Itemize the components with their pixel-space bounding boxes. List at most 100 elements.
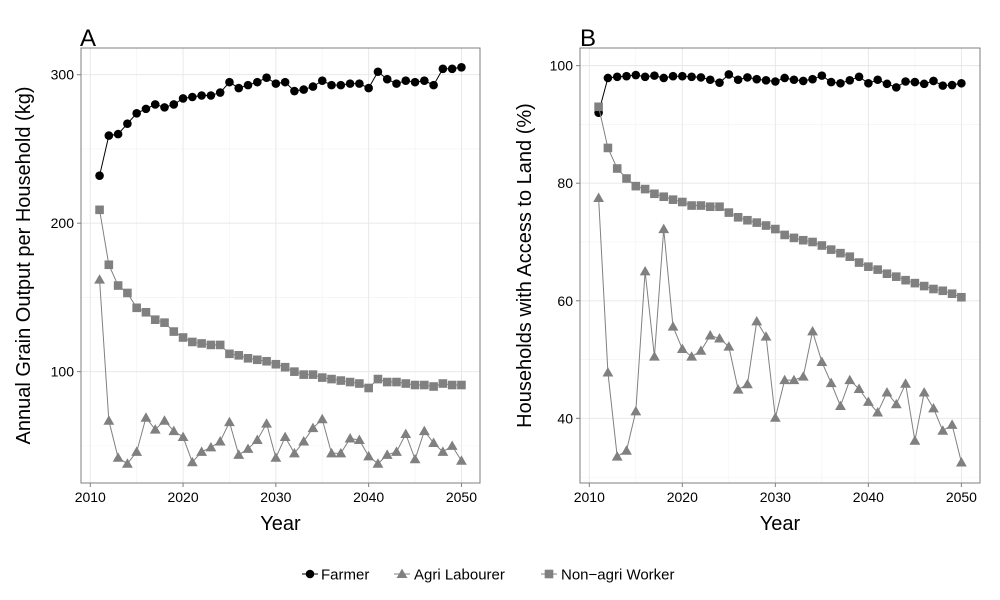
data-point-agri-labourer [918,387,930,397]
data-point-farmer [206,91,216,100]
x-axis-title: Year [260,513,301,535]
data-point-non-agri-worker [317,373,327,382]
data-point-farmer [141,104,151,114]
data-point-agri-labourer [723,341,735,351]
data-point-agri-labourer [298,436,310,446]
data-point-farmer [132,109,141,118]
data-point-non-agri-worker [132,303,141,313]
data-point-agri-labourer [140,412,152,422]
data-point-non-agri-worker [429,382,438,391]
data-point-non-agri-worker [901,275,910,285]
data-point-agri-labourer [446,440,458,450]
data-point-farmer [798,76,808,86]
data-point-agri-labourer [900,378,911,388]
data-point-agri-labourer [862,396,874,406]
data-point-non-agri-worker [373,374,383,384]
data-point-farmer [225,77,234,87]
data-point-farmer [864,78,873,88]
x-tick-label: 2050 [446,489,477,505]
data-point-non-agri-worker [836,248,845,258]
data-point-non-agri-worker [392,377,401,387]
data-point-non-agri-worker [382,377,392,387]
data-point-agri-labourer [639,265,651,276]
data-point-non-agri-worker [188,337,197,347]
data-point-non-agri-worker [733,212,743,222]
y-axis-title: Annual Grain Output per Household (kg) [13,87,35,445]
legend: Farmer Agri Labourer Non−agri Worker [302,567,675,584]
series-line-non-agri-worker [99,209,462,389]
data-point-agri-labourer [714,332,725,343]
data-point-farmer [317,76,327,85]
data-point-agri-labourer [955,457,967,467]
panel-b: 2010 2020 2030 2040 2050 40 60 80 100 Year Househo… [514,25,981,535]
data-point-agri-labourer [326,447,337,458]
data-point-non-agri-worker [780,230,789,240]
data-point-agri-labourer [177,431,189,442]
data-point-agri-labourer [593,192,605,202]
data-point-non-agri-worker [95,205,104,215]
data-point-non-agri-worker [947,289,957,299]
data-point-agri-labourer [94,274,105,284]
data-point-agri-labourer [270,452,282,462]
data-point-agri-labourer [844,374,856,385]
data-point-non-agri-worker [919,281,929,291]
data-point-agri-labourer [751,315,763,326]
x-tick-label: 2030 [760,489,791,505]
data-point-farmer [123,119,132,129]
data-point-agri-labourer [779,374,791,385]
data-point-farmer [687,72,696,82]
data-point-agri-labourer [363,450,375,461]
data-point-non-agri-worker [910,278,920,288]
data-point-farmer [947,80,957,90]
data-point-non-agri-worker [271,359,281,369]
data-point-farmer [919,79,929,89]
data-point-agri-labourer [456,455,467,465]
data-point-farmer [327,80,336,90]
data-point-agri-labourer [676,343,688,354]
data-point-agri-labourer [621,445,632,455]
data-point-non-agri-worker [355,379,364,388]
data-point-agri-labourer [788,374,800,385]
data-point-farmer [364,83,373,93]
data-point-farmer [188,92,197,102]
x-tick-label: 2020 [667,489,698,505]
data-point-non-agri-worker [957,292,966,302]
data-point-farmer [929,76,938,86]
data-point-agri-labourer [649,351,660,361]
data-point-agri-labourer [667,321,679,331]
data-point-non-agri-worker [603,143,613,153]
data-point-agri-labourer [872,407,884,417]
data-point-non-agri-worker [882,269,892,279]
data-point-farmer [420,76,429,85]
data-point-non-agri-worker [243,353,253,363]
data-point-agri-labourer [186,456,198,467]
data-point-non-agri-worker [345,377,355,387]
data-point-farmer [631,70,641,80]
data-point-non-agri-worker [715,202,724,212]
data-point-agri-labourer [279,431,291,442]
data-point-farmer [882,79,892,89]
data-point-farmer [373,67,383,77]
panel-label: B [580,25,596,52]
data-point-farmer [308,82,318,91]
data-point-farmer [457,63,466,72]
data-point-agri-labourer [131,446,143,456]
data-point-agri-labourer [937,425,949,435]
data-point-farmer [290,86,299,96]
data-point-farmer [780,73,789,83]
data-point-agri-labourer [307,422,319,433]
data-point-farmer [280,77,290,87]
series-line-farmer [598,73,962,113]
data-point-non-agri-worker [705,202,715,212]
data-point-agri-labourer [261,418,272,428]
data-point-non-agri-worker [640,184,650,194]
data-point-farmer [392,79,401,88]
data-point-non-agri-worker [197,339,206,348]
legend-key-circle-icon [305,569,315,579]
data-point-non-agri-worker [327,374,336,384]
data-point-farmer [705,75,715,85]
data-point-non-agri-worker [290,367,299,376]
data-point-farmer [271,79,281,88]
data-point-agri-labourer [881,387,893,397]
y-tick-label: 100 [51,364,75,380]
